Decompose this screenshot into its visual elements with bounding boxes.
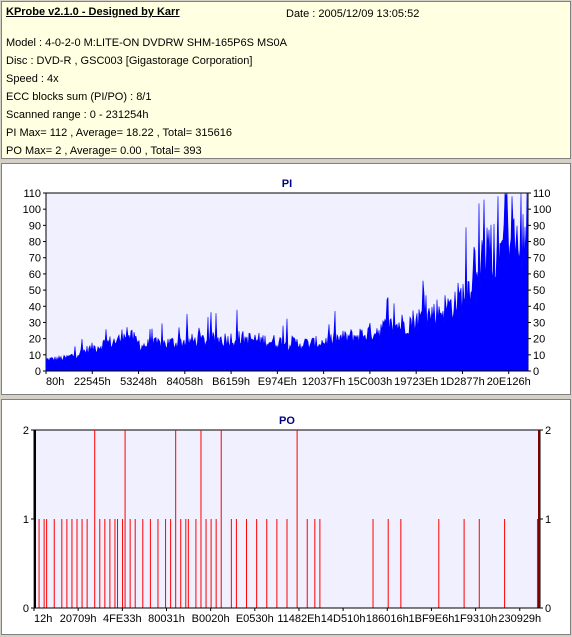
x-tick-label: 1BF9E6h: [409, 613, 455, 625]
y-tick-label-left: 70: [29, 253, 41, 265]
pi-series-area: [45, 192, 529, 372]
y-tick-label-left: 2: [23, 425, 29, 437]
x-tick-label: 1D2877h: [440, 376, 485, 388]
y-tick-label-right: 80: [533, 237, 545, 249]
x-tick-label: 20E126h: [487, 376, 531, 388]
y-tick-label-left: 30: [29, 317, 41, 329]
x-tick-label: 80031h: [148, 613, 185, 625]
x-tick-label: B0020h: [192, 613, 230, 625]
y-tick-label-left: 90: [29, 220, 41, 232]
y-tick-label-left: 40: [29, 301, 41, 313]
pi-summary-line: PI Max= 112 , Average= 18.22 , Total= 31…: [6, 127, 232, 139]
x-tick-label: 15C003h: [348, 376, 393, 388]
x-tick-label: 19723Eh: [394, 376, 438, 388]
y-tick-label-right: 10: [533, 350, 545, 362]
y-tick-label-right: 110: [533, 188, 551, 200]
x-tick-label: B6159h: [212, 376, 250, 388]
x-tick-label: E974Eh: [258, 376, 297, 388]
y-tick-label-right: 70: [533, 253, 545, 265]
x-tick-label: 4FE33h: [103, 613, 142, 625]
y-tick-label-right: 0: [533, 366, 539, 378]
y-tick-label-right: 40: [533, 301, 545, 313]
y-tick-label-left: 80: [29, 237, 41, 249]
x-tick-label: E0530h: [236, 613, 274, 625]
x-tick-label: 80h: [46, 376, 64, 388]
y-tick-label-left: 60: [29, 269, 41, 281]
x-tick-label: 186016h: [366, 613, 409, 625]
x-tick-label: 20709h: [60, 613, 97, 625]
pi-chart-panel: 0 0 10 10 20 20 30 30 40 40 50 50 60 60 70 70 80 80 90 90 10…: [1, 163, 571, 395]
y-tick-label-right: 1: [545, 514, 551, 526]
y-tick-label-left: 1: [23, 514, 29, 526]
x-tick-label: 1F9310h: [454, 613, 497, 625]
y-tick-label-right: 60: [533, 269, 545, 281]
chart-title: PO: [279, 415, 295, 427]
x-tick-label: 14D510h: [321, 613, 366, 625]
po-summary-line: PO Max= 2 , Average= 0.00 , Total= 393: [6, 145, 202, 157]
y-tick-label-right: 50: [533, 285, 545, 297]
model-line: Model : 4-0-2-0 M:LITE-ON DVDRW SHM-165P…: [6, 37, 287, 49]
disc-line: Disc : DVD-R , GSC003 [Gigastorage Corpo…: [6, 55, 253, 67]
y-tick-label-right: 20: [533, 334, 545, 346]
app-title: KProbe v2.1.0 - Designed by Karr: [6, 6, 180, 18]
x-tick-label: 11482Eh: [277, 613, 320, 625]
y-tick-label-right: 90: [533, 220, 545, 232]
y-tick-label-right: 0: [545, 603, 551, 615]
scan-date: Date : 2005/12/09 13:05:52: [286, 8, 420, 20]
ecc-line: ECC blocks sum (PI/PO) : 8/1: [6, 91, 152, 103]
x-tick-label: 230929h: [498, 613, 541, 625]
y-tick-label-right: 30: [533, 317, 545, 329]
y-tick-label-right: 2: [545, 425, 551, 437]
y-tick-label-left: 0: [23, 603, 29, 615]
po-chart-panel: 0 0 1 1 2 2 12h 20709h 4FE33h 80031h B0020h E0530h 1…: [1, 399, 571, 635]
speed-line: Speed : 4x: [6, 73, 59, 85]
y-tick-label-left: 100: [23, 204, 41, 216]
x-tick-label: 53248h: [120, 376, 157, 388]
x-tick-label: 12037Fh: [302, 376, 345, 388]
y-tick-label-right: 100: [533, 204, 551, 216]
range-line: Scanned range : 0 - 231254h: [6, 109, 149, 121]
y-tick-label-left: 110: [23, 188, 41, 200]
y-tick-label-left: 10: [29, 350, 41, 362]
x-tick-label: 12h: [34, 613, 52, 625]
x-tick-label: 84058h: [166, 376, 203, 388]
x-tick-label: 22545h: [74, 376, 111, 388]
y-tick-label-left: 20: [29, 334, 41, 346]
y-tick-label-left: 50: [29, 285, 41, 297]
chart-title: PI: [282, 178, 292, 190]
pi-chart: 0 0 10 10 20 20 30 30 40 40 50 50 60 60 70 70 80 80 90 90 10…: [23, 178, 552, 388]
y-tick-label-left: 0: [35, 366, 41, 378]
info-panel: KProbe v2.1.0 - Designed by Karr Date : …: [1, 1, 571, 159]
